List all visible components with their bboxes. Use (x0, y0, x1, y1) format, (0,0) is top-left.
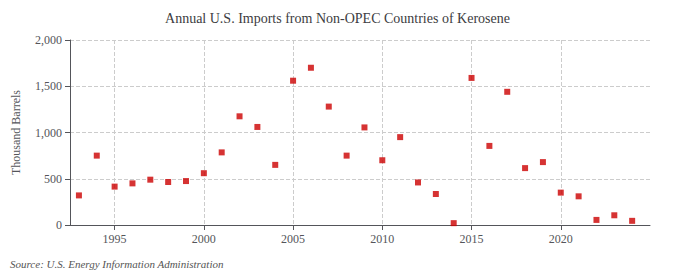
svg-text:1995: 1995 (103, 232, 127, 246)
svg-text:Thousand Barrels: Thousand Barrels (9, 90, 23, 175)
svg-text:0: 0 (56, 218, 62, 232)
svg-text:2010: 2010 (370, 232, 394, 246)
svg-text:2005: 2005 (281, 232, 305, 246)
svg-text:2015: 2015 (460, 232, 484, 246)
svg-text:2,000: 2,000 (35, 33, 62, 47)
svg-text:Annual U.S. Imports from Non-O: Annual U.S. Imports from Non-OPEC Countr… (165, 11, 510, 26)
svg-text:1,000: 1,000 (35, 126, 62, 140)
svg-text:Source: U.S. Energy Informatio: Source: U.S. Energy Information Administ… (10, 258, 224, 270)
svg-text:500: 500 (44, 172, 62, 186)
svg-text:2000: 2000 (192, 232, 216, 246)
svg-text:2020: 2020 (549, 232, 573, 246)
svg-text:1,500: 1,500 (35, 79, 62, 93)
